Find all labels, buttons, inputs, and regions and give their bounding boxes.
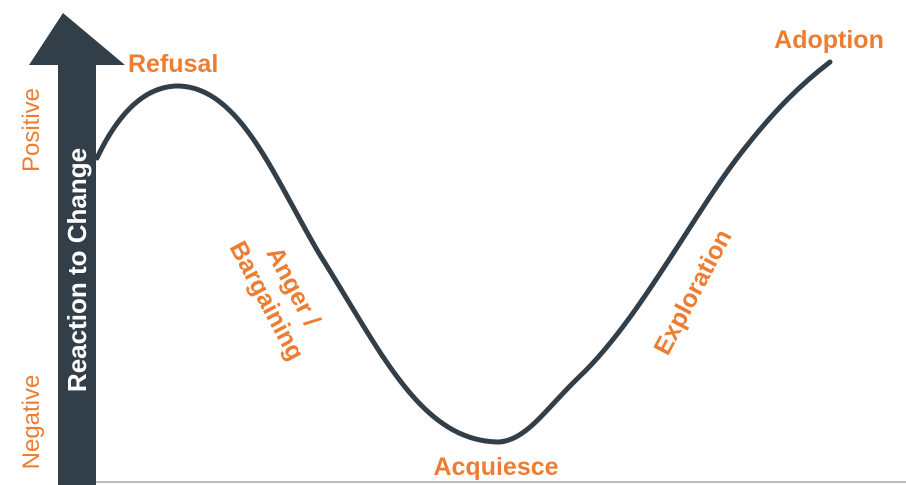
axis-arrow: [29, 13, 125, 485]
stage-label-adoption: Adoption: [774, 26, 884, 54]
axis-negative-label: Negative: [18, 375, 45, 470]
stage-label-exploration: Exploration: [648, 225, 737, 360]
stage-label-anger-bargaining: Anger / Bargaining: [224, 237, 326, 365]
change-curve: [94, 59, 833, 445]
stage-label-refusal: Refusal: [128, 50, 218, 78]
axis-positive-label: Positive: [18, 88, 45, 172]
axis-title: Reaction to Change: [62, 148, 92, 392]
stage-label-acquiesce: Acquiesce: [433, 453, 558, 481]
